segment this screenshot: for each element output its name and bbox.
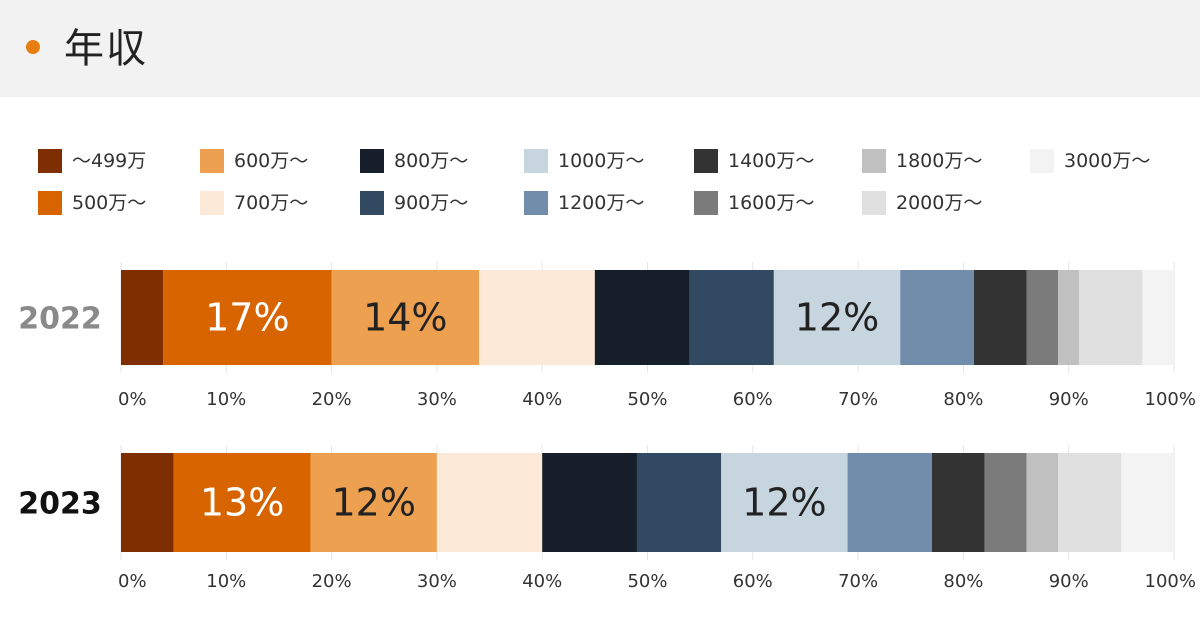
bar-segment (1079, 270, 1143, 365)
data-label: 17% (205, 296, 289, 340)
legend-label: 1600万～ (728, 192, 815, 214)
legend-swatch (200, 191, 224, 215)
tick-label: 90% (1049, 571, 1089, 592)
bar-segment (1026, 453, 1059, 552)
bar-segment (331, 270, 480, 365)
tick-label: 50% (627, 571, 667, 592)
legend-label: 3000万～ (1064, 150, 1151, 172)
tick-label: 100% (1145, 571, 1196, 592)
year-label: 2023 (18, 487, 102, 522)
tick-label: 80% (943, 571, 983, 592)
legend-label: 1400万～ (728, 150, 815, 172)
bullet-dot-icon (26, 40, 40, 54)
bar-segment (479, 270, 595, 365)
bar-segment (1058, 453, 1122, 552)
bar-segment (594, 270, 690, 365)
legend-swatch (524, 149, 548, 173)
tick-label: 10% (206, 571, 246, 592)
bar-segment (163, 270, 332, 365)
bar-segment (900, 270, 974, 365)
tick-label: 40% (522, 389, 562, 410)
bar-segment (121, 270, 164, 365)
tick-label: 70% (838, 389, 878, 410)
tick-label: 50% (627, 389, 667, 410)
bar-segment (310, 453, 437, 552)
tick-label: 90% (1049, 389, 1089, 410)
data-label: 14% (363, 296, 447, 340)
data-label: 12% (331, 481, 415, 525)
legend-swatch (862, 149, 886, 173)
bar-segment (1026, 270, 1059, 365)
tick-label: 60% (733, 389, 773, 410)
tick-label: 30% (417, 571, 457, 592)
bar-segment (436, 453, 543, 552)
bar-segment (1142, 270, 1174, 365)
tick-label: 100% (1145, 389, 1196, 410)
tick-label: 20% (312, 389, 352, 410)
bar-segment (689, 270, 774, 365)
legend-label: 1800万～ (896, 150, 983, 172)
tick-label: 0% (118, 389, 147, 410)
bar-segment (721, 453, 848, 552)
tick-label: 20% (312, 571, 352, 592)
tick-label: 70% (838, 571, 878, 592)
legend-label: ～499万 (72, 150, 147, 172)
legend-swatch (862, 191, 886, 215)
year-label: 2022 (18, 302, 102, 337)
tick-label: 10% (206, 389, 246, 410)
bar-segment (984, 453, 1027, 552)
bar-segment (636, 453, 722, 552)
tick-label: 0% (118, 571, 147, 592)
bar-segment (773, 270, 901, 365)
bar-segment (931, 453, 985, 552)
legend-swatch (360, 149, 384, 173)
bar-segment (173, 453, 311, 552)
tick-label: 60% (733, 571, 773, 592)
bar-segment (847, 453, 932, 552)
data-label: 13% (200, 481, 284, 525)
legend-swatch (200, 149, 224, 173)
legend-label: 2000万～ (896, 192, 983, 214)
data-label: 12% (795, 296, 879, 340)
legend-label: 700万～ (234, 192, 309, 214)
legend-swatch (524, 191, 548, 215)
legend-label: 1200万～ (558, 192, 645, 214)
bar-segment (542, 453, 637, 552)
legend-label: 800万～ (394, 150, 469, 172)
legend-swatch (694, 191, 718, 215)
header-bar: 年収 (0, 0, 1200, 97)
data-label: 12% (742, 481, 826, 525)
bar-segment (121, 453, 174, 552)
chart-legend: ～499万 500万～ 600万～ 700万～ 800万～ 900万～ 1000万～ 1200… (0, 0, 1200, 230)
legend-swatch (38, 191, 62, 215)
bar-segment (1058, 270, 1080, 365)
page-title: 年収 (64, 26, 148, 72)
bar-segment (1121, 453, 1174, 552)
legend-label: 500万～ (72, 192, 147, 214)
tick-label: 40% (522, 571, 562, 592)
legend-label: 1000万～ (558, 150, 645, 172)
legend-swatch (1030, 149, 1054, 173)
bar-segment (973, 270, 1027, 365)
tick-label: 80% (943, 389, 983, 410)
legend-swatch (694, 149, 718, 173)
legend-label: 600万～ (234, 150, 309, 172)
legend-label: 900万～ (394, 192, 469, 214)
legend-swatch (360, 191, 384, 215)
legend-swatch (38, 149, 62, 173)
tick-label: 30% (417, 389, 457, 410)
